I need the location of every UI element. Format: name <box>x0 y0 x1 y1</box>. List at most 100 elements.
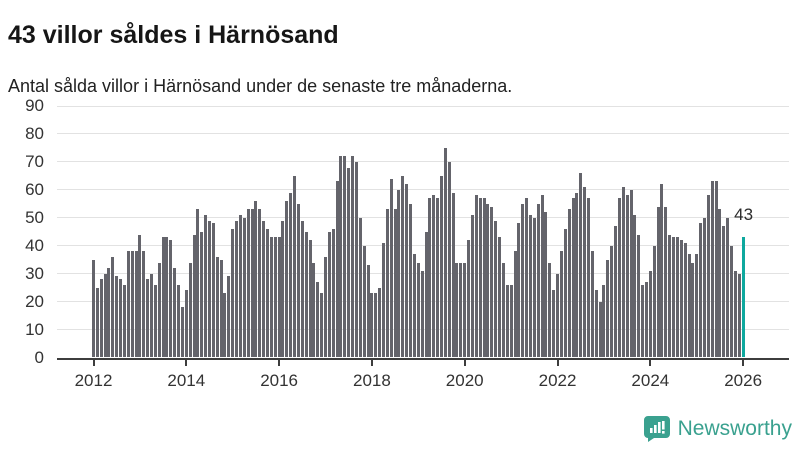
bar <box>389 178 393 358</box>
bar <box>246 209 250 358</box>
bar <box>652 245 656 358</box>
bar <box>153 284 157 358</box>
bar <box>211 223 215 358</box>
bar <box>285 201 289 358</box>
newsworthy-brand: Newsworthy <box>643 415 792 442</box>
bar <box>142 251 146 358</box>
bar <box>664 206 668 358</box>
bar <box>122 284 126 358</box>
x-axis-tick <box>742 359 745 366</box>
bar <box>540 195 544 358</box>
bar <box>165 237 169 358</box>
bar <box>169 240 173 358</box>
x-axis-tick <box>370 359 373 366</box>
bar <box>552 290 556 358</box>
y-axis-label: 70 <box>25 151 44 171</box>
bar <box>432 195 436 358</box>
y-axis-label: 60 <box>25 179 44 199</box>
bar <box>486 203 490 358</box>
bar <box>227 276 231 358</box>
bar <box>157 262 161 358</box>
bar <box>447 161 451 358</box>
bar <box>331 228 335 358</box>
bar <box>644 282 648 358</box>
bar <box>95 287 99 358</box>
bar <box>575 192 579 358</box>
bar <box>474 195 478 358</box>
bar <box>354 161 358 358</box>
gridline-y-80 <box>57 133 789 135</box>
bar <box>660 184 664 358</box>
bar <box>513 251 517 358</box>
bar <box>180 307 184 358</box>
last-value-label: 43 <box>734 205 754 225</box>
bar <box>544 212 548 358</box>
bar <box>675 237 679 358</box>
y-axis-label: 50 <box>25 207 44 227</box>
bar <box>173 268 177 358</box>
bar <box>610 245 614 358</box>
bar <box>505 284 509 358</box>
page-title: 43 villor såldes i Härnösand <box>8 20 339 49</box>
bar <box>629 189 633 358</box>
bar <box>150 273 153 358</box>
bar <box>103 273 107 358</box>
x-axis-label: 2024 <box>631 370 670 390</box>
bar <box>146 279 150 358</box>
bar <box>200 231 204 358</box>
bar <box>637 234 641 358</box>
bar <box>184 290 188 358</box>
bar <box>490 206 494 358</box>
bar <box>695 254 699 358</box>
bar <box>598 301 602 358</box>
bar <box>347 167 351 358</box>
bar <box>567 209 571 358</box>
bar <box>455 262 459 358</box>
x-axis-line <box>57 357 789 360</box>
bar <box>501 262 505 358</box>
bar <box>119 279 123 358</box>
bar <box>362 245 366 358</box>
bar <box>556 273 560 358</box>
bar <box>726 217 730 358</box>
x-axis-tick <box>185 359 188 366</box>
bar <box>494 220 498 358</box>
bar <box>614 226 618 358</box>
bar <box>374 293 378 358</box>
bar <box>289 192 293 358</box>
bar <box>536 203 540 358</box>
bar <box>730 245 734 358</box>
bar <box>590 251 594 358</box>
bar <box>115 276 119 358</box>
bar <box>177 284 181 358</box>
bar <box>722 226 726 358</box>
bar <box>459 262 463 358</box>
bar <box>335 181 339 358</box>
bar <box>668 234 672 358</box>
bar <box>281 220 285 358</box>
bar <box>733 270 737 358</box>
bar <box>737 273 741 358</box>
bar <box>467 240 471 358</box>
bar <box>648 270 652 358</box>
bar <box>621 187 625 358</box>
bar <box>300 220 304 358</box>
bar <box>304 231 308 358</box>
bar <box>324 256 328 358</box>
bar <box>161 237 165 358</box>
bar <box>440 175 444 358</box>
gridline-y-90 <box>57 105 789 107</box>
bar <box>262 220 266 358</box>
bar <box>312 262 316 358</box>
bar <box>656 206 660 358</box>
bar <box>641 284 645 358</box>
brand-name: Newsworthy <box>677 416 792 440</box>
bar <box>420 270 424 358</box>
bar <box>691 262 695 358</box>
x-axis-tick <box>92 359 95 366</box>
bar <box>409 203 413 358</box>
bar <box>258 209 262 358</box>
bar <box>320 293 324 358</box>
highlight-bar <box>741 237 745 358</box>
bar <box>269 237 273 358</box>
